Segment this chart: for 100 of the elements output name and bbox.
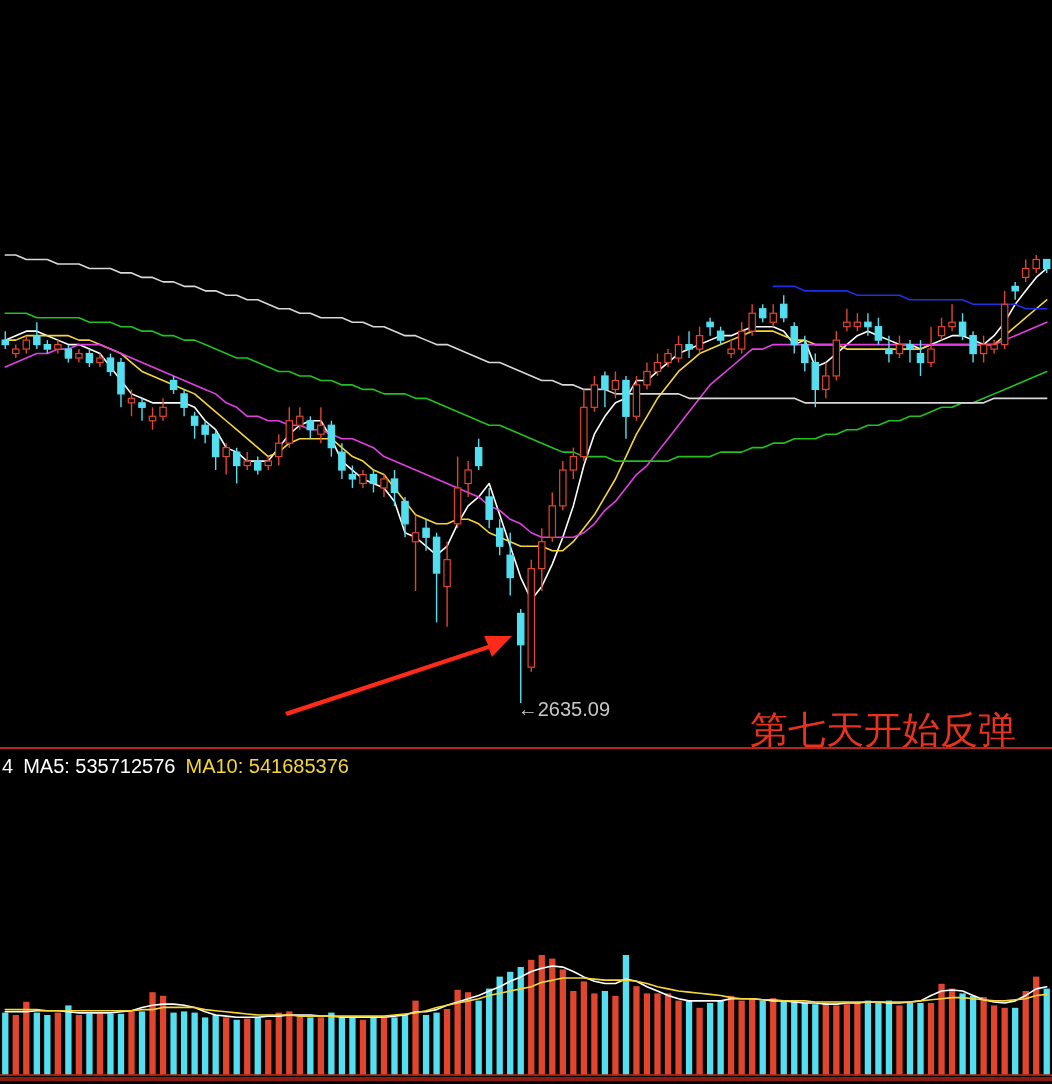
bar (380, 1017, 388, 1075)
bar (654, 993, 661, 1075)
bar (496, 976, 503, 1075)
bar (538, 955, 545, 1075)
candlestick (401, 496, 409, 538)
bar (359, 1019, 367, 1075)
bar (201, 1017, 209, 1075)
bar (96, 1013, 104, 1075)
candlestick (864, 312, 872, 337)
candlestick (622, 375, 630, 440)
bar (759, 1000, 766, 1075)
bar (338, 1017, 346, 1075)
bar (433, 1012, 440, 1075)
candlestick (54, 339, 62, 355)
bar (75, 1015, 83, 1075)
candlestick (159, 397, 167, 422)
bar (591, 993, 598, 1075)
candlestick (117, 357, 125, 409)
candlestick (685, 330, 693, 359)
bar (959, 993, 966, 1075)
bar (265, 1019, 272, 1075)
bar (643, 993, 651, 1075)
bar (1022, 991, 1029, 1075)
bar (464, 992, 472, 1075)
bar (675, 1000, 682, 1075)
candlestick (201, 420, 209, 444)
bar (938, 983, 945, 1075)
bar (12, 1015, 19, 1075)
bar (685, 1000, 693, 1075)
bar (622, 955, 630, 1075)
bar (349, 1017, 356, 1075)
bar (86, 1013, 93, 1075)
bar (191, 1012, 198, 1075)
bar (296, 1015, 303, 1075)
bar (1012, 1007, 1019, 1075)
candlestick (138, 397, 146, 422)
bar (833, 1005, 840, 1075)
bar (65, 1005, 72, 1075)
bar (391, 1017, 398, 1075)
candlestick (822, 361, 830, 400)
bar (486, 988, 493, 1075)
candlestick (843, 308, 851, 332)
candlestick (180, 388, 188, 417)
candlestick (33, 321, 41, 350)
candlestick (706, 317, 714, 337)
candlestick (664, 348, 672, 368)
candlestick (443, 541, 451, 628)
bar (33, 1012, 40, 1075)
bar (980, 997, 987, 1075)
candlestick (222, 442, 230, 476)
bar (801, 1003, 808, 1075)
bar (401, 1015, 409, 1075)
bar (664, 993, 672, 1075)
bar (370, 1017, 377, 1075)
candlestick (380, 473, 388, 498)
text: 4 (2, 755, 14, 777)
candlestick (927, 325, 935, 368)
bar (149, 992, 156, 1075)
bar (717, 1000, 724, 1075)
annotation: ←2635.09 (517, 698, 611, 720)
candlestick (1011, 281, 1019, 301)
text: 第七天开始反弹 (750, 709, 1016, 751)
bar (927, 1003, 935, 1075)
bar (170, 1012, 177, 1075)
bar (969, 995, 977, 1075)
candlestick (969, 330, 977, 364)
candlestick (885, 334, 893, 364)
candlestick (422, 518, 430, 552)
bar (233, 1019, 240, 1075)
bar (633, 986, 640, 1075)
bar (570, 991, 577, 1075)
candlestick (317, 406, 325, 444)
candlestick (601, 370, 609, 409)
bar (843, 1004, 851, 1075)
bar (443, 1009, 451, 1075)
bar (254, 1017, 261, 1075)
bar (223, 1017, 230, 1075)
text: MA5: 535712576 (23, 755, 176, 777)
bar (749, 998, 756, 1075)
candlestick (643, 361, 651, 391)
bar (128, 1011, 135, 1075)
bar (317, 1017, 325, 1075)
bar (286, 1011, 293, 1075)
candlestick (990, 339, 998, 355)
candlestick (580, 388, 588, 462)
candlestick (96, 352, 104, 368)
candlestick (464, 460, 472, 498)
candlestick (359, 469, 367, 489)
text: MA10: 541685376 (185, 755, 349, 777)
bar (864, 1000, 872, 1075)
bar (812, 1004, 819, 1075)
bar (23, 1001, 30, 1075)
bar (780, 1000, 787, 1075)
bar (917, 1003, 924, 1075)
bar (507, 971, 514, 1075)
bar (180, 1011, 188, 1075)
bar (706, 1003, 714, 1075)
bar (2, 1012, 9, 1075)
bar (822, 1003, 829, 1075)
bar (475, 1000, 482, 1075)
